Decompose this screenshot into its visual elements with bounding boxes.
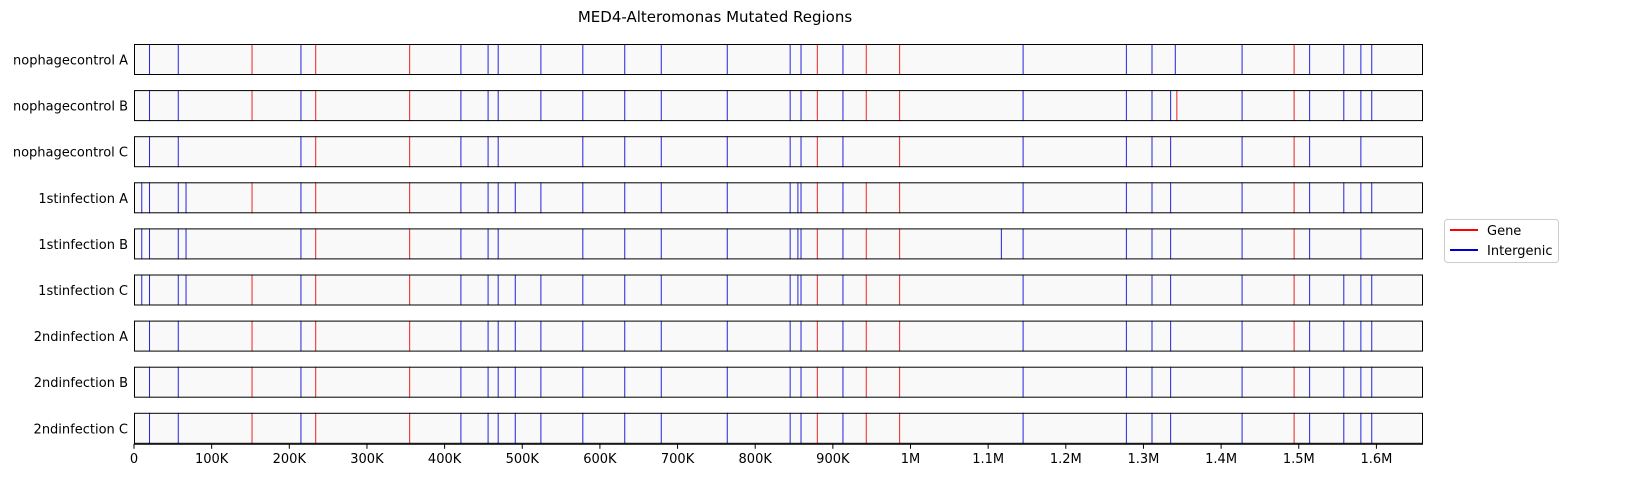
track-frame <box>134 366 1423 398</box>
x-tick-label: 600K <box>583 452 617 467</box>
x-tick-label: 1.1M <box>972 452 1004 467</box>
x-tick-label: 1.6M <box>1360 452 1392 467</box>
track-row: 2ndinfection B <box>34 366 1423 398</box>
track-frame <box>134 136 1423 168</box>
x-tick-label: 1.4M <box>1205 452 1237 467</box>
track-frame <box>134 412 1423 444</box>
track-row: nophagecontrol A <box>13 44 1423 75</box>
row-label: 2ndinfection B <box>34 376 128 391</box>
track-background <box>134 366 1423 398</box>
track-frame <box>134 228 1423 260</box>
track-background <box>134 320 1423 352</box>
x-tick-label: 700K <box>661 452 695 467</box>
track-frame <box>134 320 1423 352</box>
row-label: nophagecontrol B <box>13 100 128 115</box>
x-tick-label: 1.3M <box>1128 452 1160 467</box>
track-background <box>134 182 1423 214</box>
x-tick-label: 500K <box>506 452 540 467</box>
track-row: 2ndinfection C <box>34 412 1423 444</box>
x-tick-label: 800K <box>739 452 773 467</box>
x-axis: 0 100K 200K 300K 400K 500K 600K 700K 800K 900K 1M 1… <box>130 443 1423 467</box>
track-background <box>134 274 1423 306</box>
x-tick-label: 1M <box>901 452 921 467</box>
track-background <box>134 90 1423 122</box>
track-frame <box>134 90 1423 122</box>
track-background <box>134 228 1423 260</box>
legend: Gene Intergenic <box>1444 219 1559 263</box>
track-background <box>134 412 1423 444</box>
x-tick-label: 0 <box>130 452 138 467</box>
chart-title: MED4-Alteromonas Mutated Regions <box>578 8 852 26</box>
track-frame <box>134 182 1423 214</box>
track-frame <box>134 44 1423 75</box>
row-label: 1stinfection C <box>38 284 128 299</box>
row-label: nophagecontrol A <box>13 54 128 69</box>
row-label: 1stinfection B <box>38 238 128 253</box>
track-row: 1stinfection C <box>38 274 1423 306</box>
row-label: 2ndinfection A <box>34 330 128 345</box>
track-row: nophagecontrol C <box>13 136 1423 168</box>
track-background <box>134 44 1423 75</box>
row-label: nophagecontrol C <box>13 146 128 161</box>
x-tick-label: 900K <box>816 452 850 467</box>
row-label: 2ndinfection C <box>34 422 128 437</box>
x-tick-label: 100K <box>195 452 229 467</box>
track-row: 1stinfection A <box>38 182 1423 214</box>
row-label: 1stinfection A <box>38 192 128 207</box>
legend-label: Intergenic <box>1487 244 1553 259</box>
x-tick-label: 200K <box>273 452 307 467</box>
track-row: nophagecontrol B <box>13 90 1423 122</box>
track-frame <box>134 274 1423 306</box>
x-tick-label: 300K <box>350 452 384 467</box>
tracks: nophagecontrol A nophagecontrol B nophagec… <box>13 44 1423 444</box>
track-background <box>134 136 1423 168</box>
legend-label: Gene <box>1487 224 1521 239</box>
track-row: 1stinfection B <box>38 228 1423 260</box>
x-tick-label: 400K <box>428 452 462 467</box>
x-tick-label: 1.2M <box>1050 452 1082 467</box>
x-tick-label: 1.5M <box>1283 452 1315 467</box>
track-row: 2ndinfection A <box>34 320 1423 352</box>
